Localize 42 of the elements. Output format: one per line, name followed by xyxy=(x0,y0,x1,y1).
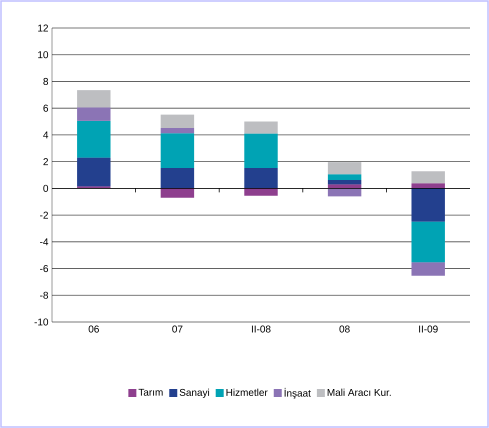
bar xyxy=(328,174,362,180)
bar xyxy=(160,128,194,134)
bar xyxy=(244,122,278,134)
x-tick-label: II-09 xyxy=(419,326,438,333)
bar xyxy=(77,108,111,121)
legend-label: Sanayi xyxy=(180,388,210,398)
bar xyxy=(328,188,362,196)
legend-label: Hizmetler xyxy=(226,388,268,396)
y-tick-label: -10 xyxy=(34,318,48,326)
bar xyxy=(244,168,278,188)
bar xyxy=(411,171,445,184)
legend-label: İnşaat xyxy=(284,388,311,399)
y-tick-label: 6 xyxy=(43,104,48,112)
bar xyxy=(160,133,194,168)
bar xyxy=(77,90,111,108)
y-tick-label: -6 xyxy=(40,265,48,272)
bar xyxy=(244,134,278,168)
x-tick-label: 08 xyxy=(339,326,350,333)
y-tick-label: 10 xyxy=(38,51,48,58)
x-tick-label: 07 xyxy=(172,326,182,333)
y-tick-label: -4 xyxy=(40,238,48,246)
y-tick-label: 12 xyxy=(38,24,48,32)
y-tick-label: -2 xyxy=(40,212,48,219)
y-tick-label: 2 xyxy=(43,158,48,166)
x-tick-label: 06 xyxy=(88,326,99,333)
bar xyxy=(77,158,111,186)
bar xyxy=(411,262,445,276)
bar xyxy=(328,180,362,184)
bar xyxy=(160,168,194,188)
y-tick-label: -8 xyxy=(40,292,48,299)
bar xyxy=(328,162,362,174)
bar xyxy=(160,114,194,128)
y-tick-label: 4 xyxy=(43,131,48,138)
bar xyxy=(77,120,111,158)
y-tick-label: 8 xyxy=(43,78,48,85)
legend-label: Mali Aracı Kur. xyxy=(328,388,391,396)
x-tick-label: II-08 xyxy=(252,326,271,333)
bar xyxy=(411,222,445,262)
bar xyxy=(160,188,194,198)
legend-label: Tarım xyxy=(138,388,163,396)
y-tick-label: 0 xyxy=(43,184,48,192)
bar xyxy=(411,188,445,222)
